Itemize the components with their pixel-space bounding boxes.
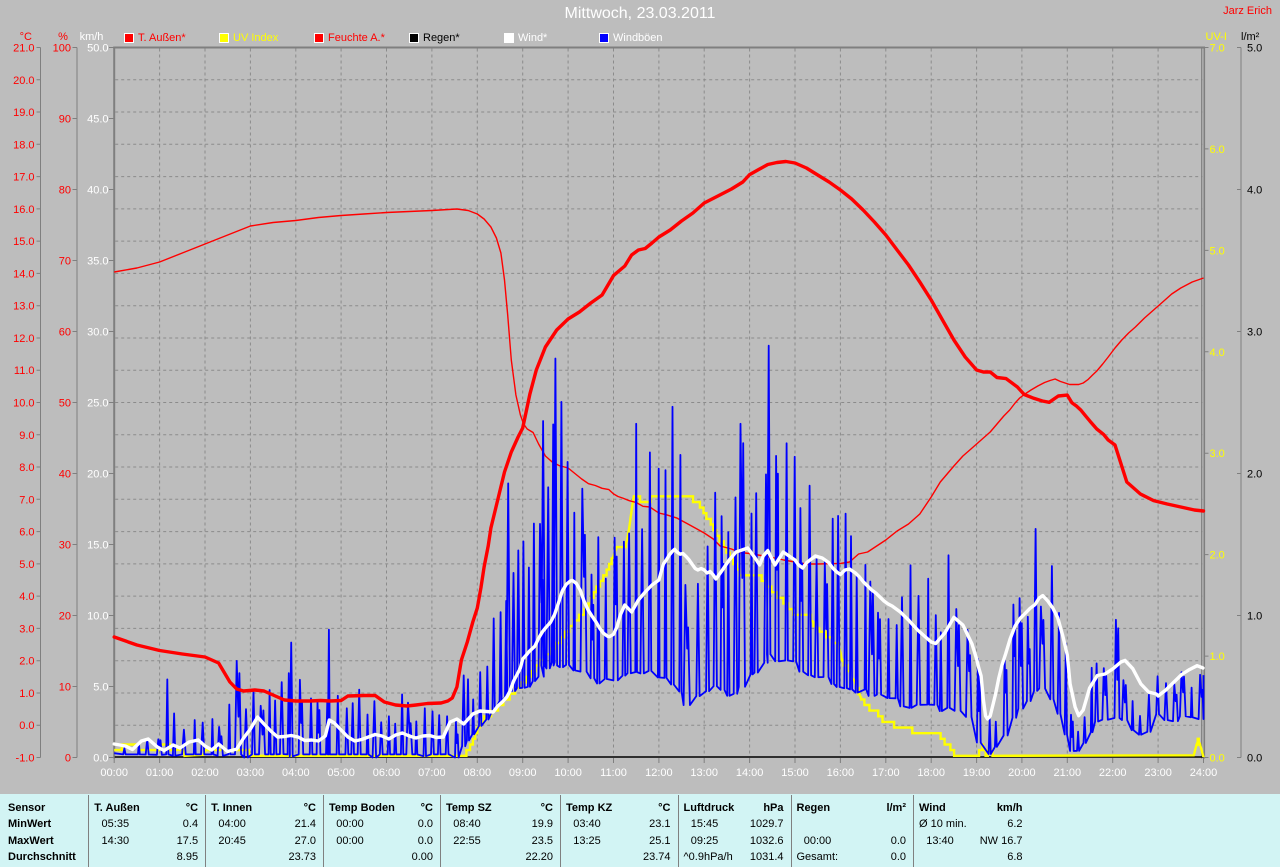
svg-text:70: 70 <box>59 256 71 268</box>
svg-text:%: % <box>58 31 68 43</box>
svg-text:21.0: 21.0 <box>13 43 34 55</box>
svg-text:10.0: 10.0 <box>13 398 34 410</box>
svg-text:100: 100 <box>53 43 71 55</box>
svg-text:2.0: 2.0 <box>19 656 34 668</box>
svg-text:6.0: 6.0 <box>19 527 34 539</box>
svg-text:9.0: 9.0 <box>19 430 34 442</box>
svg-text:1.0: 1.0 <box>1210 651 1225 663</box>
svg-text:45.0: 45.0 <box>87 114 108 126</box>
svg-text:19:00: 19:00 <box>963 767 991 779</box>
svg-text:00:00: 00:00 <box>100 767 128 779</box>
svg-text:2.0: 2.0 <box>1247 469 1262 481</box>
svg-text:6.0: 6.0 <box>1210 144 1225 156</box>
svg-text:21:00: 21:00 <box>1054 767 1082 779</box>
svg-text:0.0: 0.0 <box>1247 753 1262 765</box>
svg-text:13.0: 13.0 <box>13 301 34 313</box>
svg-text:14:00: 14:00 <box>736 767 764 779</box>
svg-text:11.0: 11.0 <box>14 365 35 377</box>
svg-text:10:00: 10:00 <box>554 767 582 779</box>
svg-text:50.0: 50.0 <box>87 43 108 55</box>
svg-text:40: 40 <box>59 469 71 481</box>
svg-text:1.0: 1.0 <box>1247 611 1262 623</box>
svg-text:20.0: 20.0 <box>13 75 34 87</box>
svg-text:14.0: 14.0 <box>13 268 34 280</box>
svg-text:3.0: 3.0 <box>1210 448 1225 460</box>
svg-text:10.0: 10.0 <box>87 611 108 623</box>
svg-text:17.0: 17.0 <box>13 172 34 184</box>
svg-text:12.0: 12.0 <box>13 333 34 345</box>
svg-text:20:00: 20:00 <box>1008 767 1036 779</box>
svg-text:22:00: 22:00 <box>1099 767 1127 779</box>
svg-text:08:00: 08:00 <box>464 767 492 779</box>
svg-text:35.0: 35.0 <box>87 256 108 268</box>
svg-text:07:00: 07:00 <box>418 767 446 779</box>
svg-text:24:00: 24:00 <box>1190 767 1218 779</box>
svg-text:10: 10 <box>59 682 71 694</box>
svg-text:2.0: 2.0 <box>1210 550 1225 562</box>
svg-text:km/h: km/h <box>80 31 104 43</box>
svg-text:UV-I: UV-I <box>1206 31 1227 43</box>
svg-text:17:00: 17:00 <box>872 767 900 779</box>
svg-text:3.0: 3.0 <box>19 623 34 635</box>
svg-text:°C: °C <box>20 31 32 43</box>
svg-text:40.0: 40.0 <box>87 185 108 197</box>
svg-text:30.0: 30.0 <box>87 327 108 339</box>
svg-text:16.0: 16.0 <box>13 204 34 216</box>
svg-text:15.0: 15.0 <box>87 540 108 552</box>
svg-text:18.0: 18.0 <box>13 139 34 151</box>
svg-text:20: 20 <box>59 611 71 623</box>
svg-text:13:00: 13:00 <box>690 767 718 779</box>
svg-text:11:00: 11:00 <box>600 767 627 779</box>
svg-text:05:00: 05:00 <box>327 767 355 779</box>
svg-text:8.0: 8.0 <box>19 462 34 474</box>
svg-text:01:00: 01:00 <box>146 767 174 779</box>
svg-text:30: 30 <box>59 540 71 552</box>
svg-text:12:00: 12:00 <box>645 767 673 779</box>
svg-text:4.0: 4.0 <box>1210 347 1225 359</box>
svg-text:5.0: 5.0 <box>93 682 108 694</box>
svg-text:4.0: 4.0 <box>1247 185 1262 197</box>
svg-text:02:00: 02:00 <box>191 767 219 779</box>
svg-text:0.0: 0.0 <box>93 753 108 765</box>
svg-text:06:00: 06:00 <box>373 767 401 779</box>
svg-text:19.0: 19.0 <box>13 107 34 119</box>
svg-text:16:00: 16:00 <box>827 767 855 779</box>
svg-text:15.0: 15.0 <box>13 236 34 248</box>
svg-text:25.0: 25.0 <box>87 398 108 410</box>
svg-text:0.0: 0.0 <box>19 720 34 732</box>
svg-text:0: 0 <box>65 753 71 765</box>
svg-text:80: 80 <box>59 185 71 197</box>
svg-text:5.0: 5.0 <box>1247 43 1262 55</box>
svg-text:5.0: 5.0 <box>1210 245 1225 257</box>
svg-text:5.0: 5.0 <box>19 559 34 571</box>
svg-text:1.0: 1.0 <box>19 688 34 700</box>
svg-text:50: 50 <box>59 398 71 410</box>
svg-text:09:00: 09:00 <box>509 767 537 779</box>
svg-text:15:00: 15:00 <box>781 767 809 779</box>
svg-text:20.0: 20.0 <box>87 469 108 481</box>
svg-text:7.0: 7.0 <box>1210 43 1225 55</box>
svg-text:3.0: 3.0 <box>1247 327 1262 339</box>
svg-text:03:00: 03:00 <box>237 767 265 779</box>
svg-text:l/m²: l/m² <box>1241 31 1260 43</box>
svg-text:60: 60 <box>59 327 71 339</box>
svg-text:23:00: 23:00 <box>1144 767 1172 779</box>
svg-text:-1.0: -1.0 <box>16 753 35 765</box>
svg-text:7.0: 7.0 <box>19 494 34 506</box>
svg-text:0.0: 0.0 <box>1210 753 1225 765</box>
svg-text:4.0: 4.0 <box>19 591 34 603</box>
svg-text:90: 90 <box>59 114 71 126</box>
svg-text:04:00: 04:00 <box>282 767 310 779</box>
svg-text:18:00: 18:00 <box>917 767 945 779</box>
